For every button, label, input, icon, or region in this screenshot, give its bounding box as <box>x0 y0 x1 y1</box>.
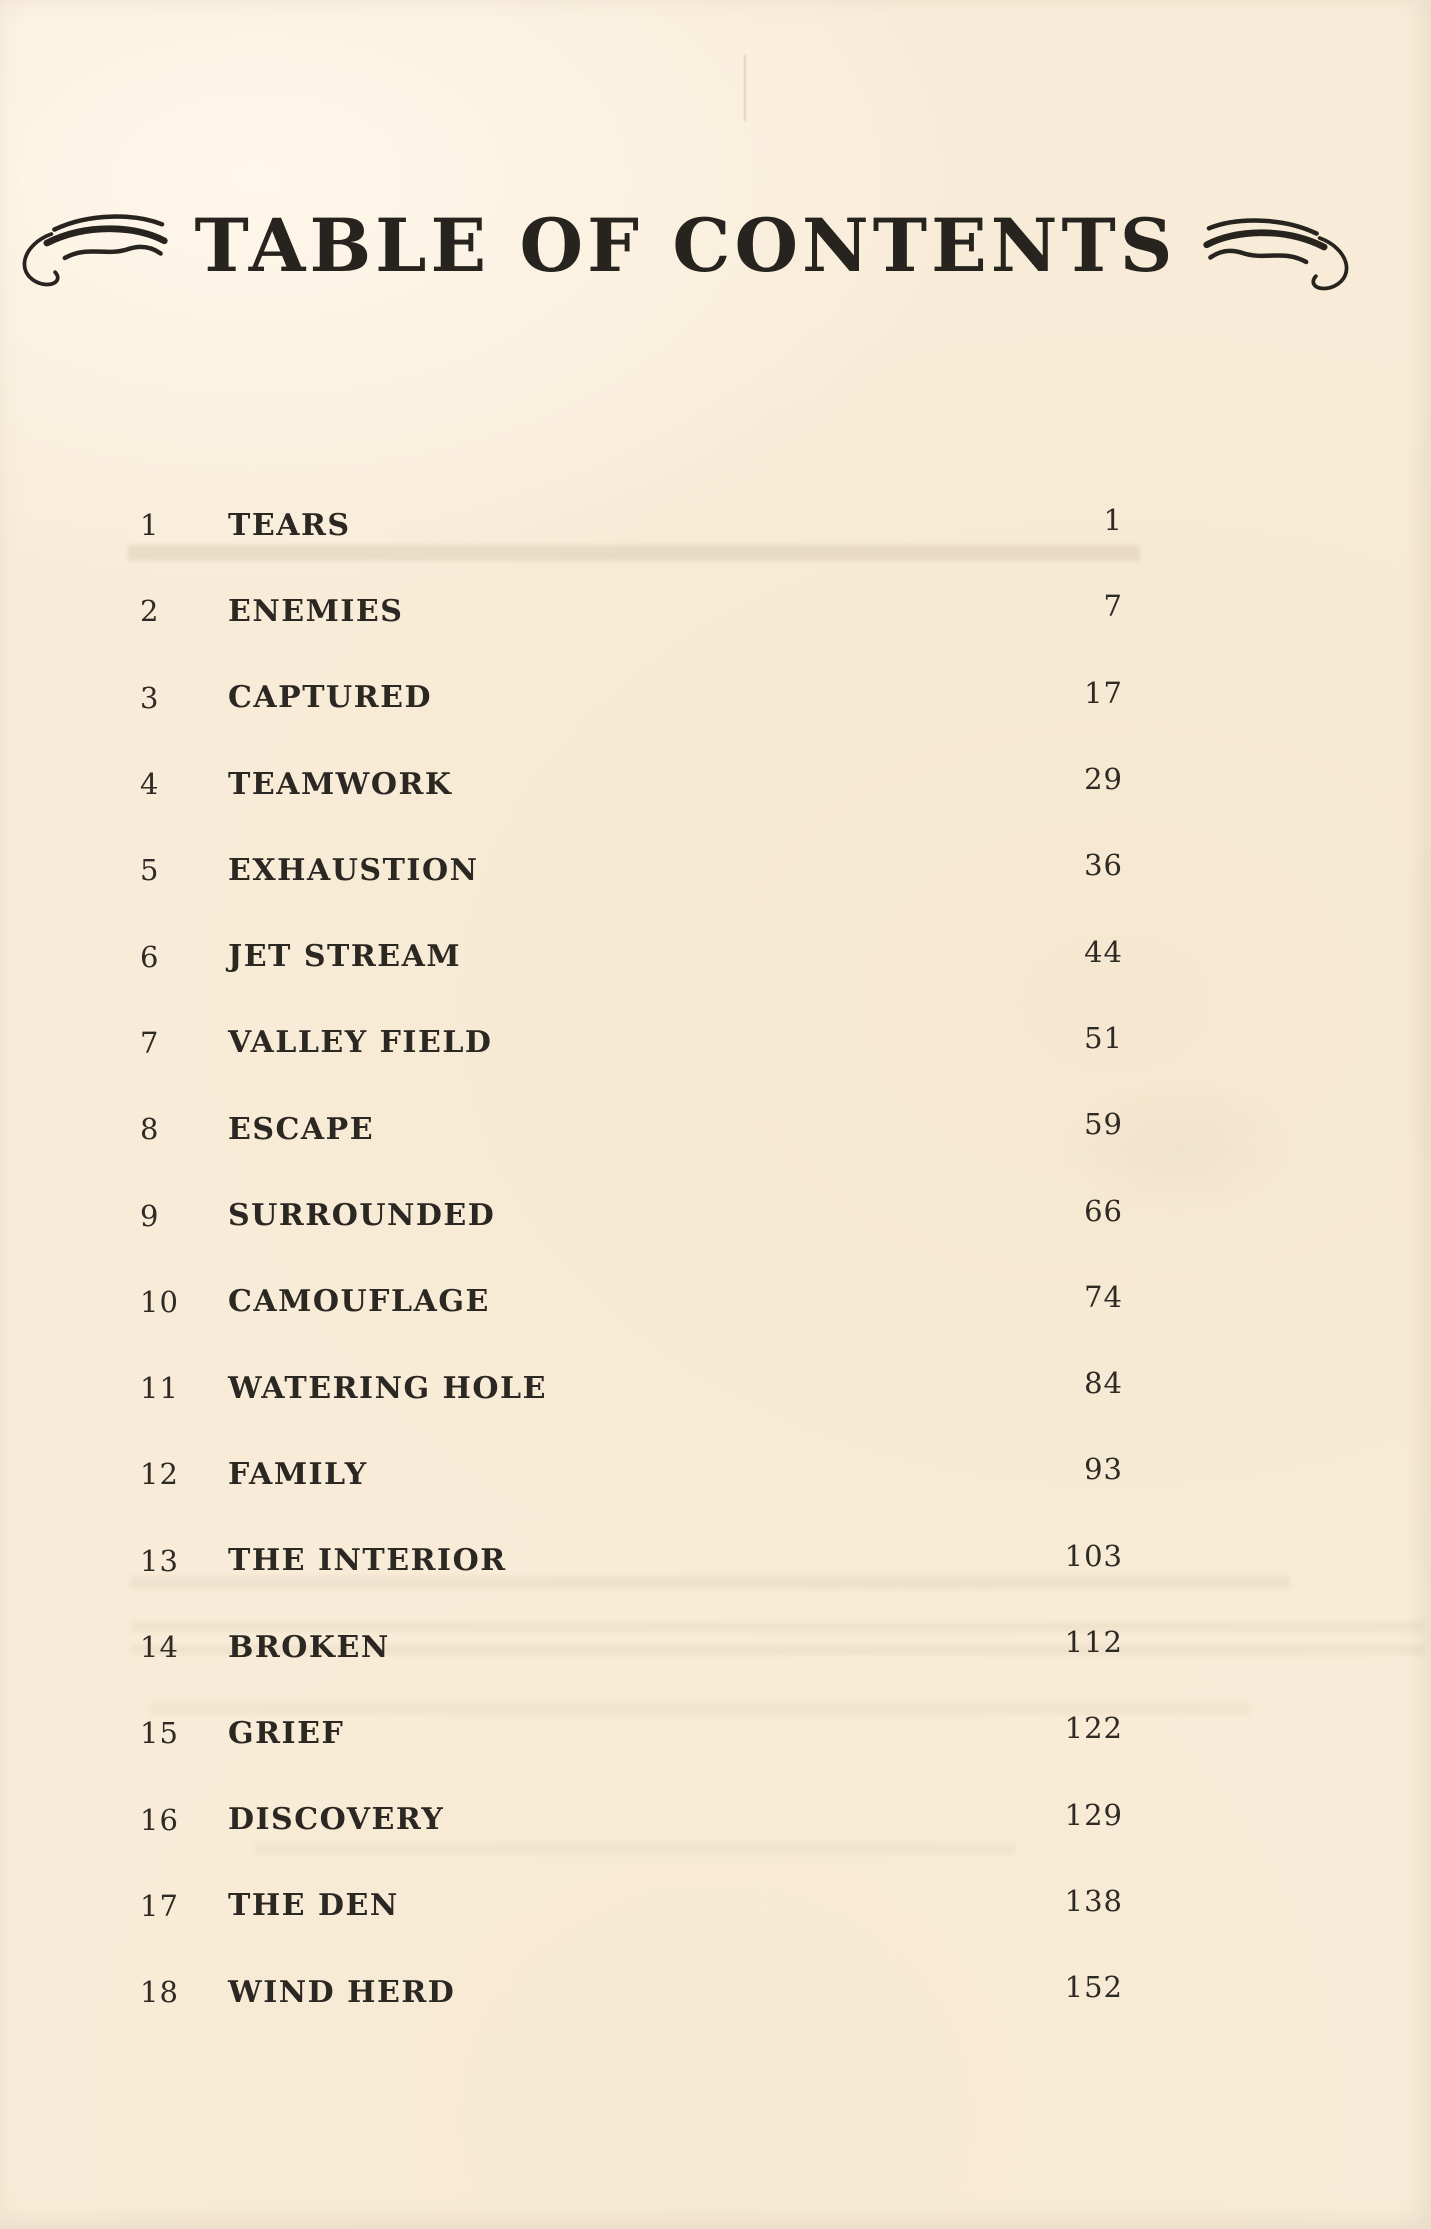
chapter-page-number: 129 <box>1064 1797 1123 1832</box>
chapter-title: THE DEN <box>228 1888 399 1924</box>
toc-list: 1 TEARS 1 2 ENEMIES 7 3 CAPTURED 17 4 TEAMWORK 29 5 E… <box>140 482 1123 2035</box>
chapter-title: TEAMWORK <box>228 766 453 802</box>
chapter-page-number: 17 <box>1084 675 1123 710</box>
chapter-title: WATERING HOLE <box>228 1370 547 1406</box>
chapter-page-number: 138 <box>1064 1883 1123 1918</box>
page-title: TABLE OF CONTENTS <box>194 203 1177 289</box>
toc-row: 11 WATERING HOLE 84 <box>140 1345 1123 1431</box>
chapter-page-number: 36 <box>1084 848 1123 883</box>
chapter-title: TEARS <box>228 507 351 543</box>
chapter-number: 9 <box>140 1198 160 1233</box>
toc-row: 4 TEAMWORK 29 <box>140 741 1123 827</box>
toc-row: 7 VALLEY FIELD 51 <box>140 1000 1123 1086</box>
chapter-page-number: 103 <box>1064 1538 1123 1573</box>
chapter-title: WIND HERD <box>228 1974 456 2010</box>
toc-row: 1 TEARS 1 <box>140 482 1123 568</box>
chapter-number: 13 <box>140 1543 179 1578</box>
chapter-number: 3 <box>140 680 160 715</box>
chapter-page-number: 112 <box>1064 1625 1123 1659</box>
chapter-title: EXHAUSTION <box>228 852 479 888</box>
toc-row: 12 FAMILY 93 <box>140 1431 1123 1517</box>
chapter-number: 8 <box>140 1112 160 1147</box>
toc-row: 5 EXHAUSTION 36 <box>140 827 1123 913</box>
flourish-left-icon <box>8 204 180 300</box>
chapter-title: ENEMIES <box>228 593 404 629</box>
chapter-page-number: 51 <box>1084 1020 1123 1055</box>
chapter-title: CAMOUFLAGE <box>228 1284 490 1320</box>
chapter-number: 7 <box>140 1025 160 1060</box>
chapter-title: ESCAPE <box>228 1111 375 1147</box>
chapter-title: DISCOVERY <box>228 1802 445 1838</box>
toc-row: 10 CAMOUFLAGE 74 <box>140 1259 1123 1345</box>
toc-row: 17 THE DEN 138 <box>140 1863 1123 1949</box>
chapter-number: 14 <box>140 1630 179 1664</box>
chapter-title: BROKEN <box>228 1629 390 1665</box>
toc-row: 13 THE INTERIOR 103 <box>140 1518 1123 1604</box>
chapter-page-number: 44 <box>1084 934 1123 969</box>
toc-row: 2 ENEMIES 7 <box>140 568 1123 654</box>
toc-row: 15 GRIEF 122 <box>140 1690 1123 1776</box>
chapter-page-number: 152 <box>1064 1970 1123 2005</box>
chapter-number: 12 <box>140 1457 179 1492</box>
chapter-number: 11 <box>140 1371 179 1406</box>
chapter-number: 10 <box>140 1284 179 1319</box>
chapter-title: FAMILY <box>228 1456 368 1492</box>
chapter-title: THE INTERIOR <box>228 1543 507 1579</box>
chapter-number: 6 <box>140 939 160 974</box>
chapter-number: 17 <box>140 1888 179 1923</box>
toc-row: 3 CAPTURED 17 <box>140 655 1123 741</box>
chapter-page-number: 7 <box>1103 589 1123 624</box>
chapter-page-number: 29 <box>1084 762 1123 797</box>
chapter-number: 1 <box>140 508 160 543</box>
chapter-page-number: 66 <box>1084 1193 1123 1228</box>
chapter-page-number: 122 <box>1064 1711 1123 1746</box>
chapter-page-number: 74 <box>1084 1279 1123 1314</box>
toc-row: 18 WIND HERD 152 <box>140 1949 1123 2035</box>
chapter-number: 16 <box>140 1802 179 1837</box>
chapter-number: 5 <box>140 853 160 888</box>
toc-header: TABLE OF CONTENTS <box>0 198 1401 294</box>
chapter-page-number: 84 <box>1084 1366 1123 1401</box>
toc-row: 8 ESCAPE 59 <box>140 1086 1123 1172</box>
toc-row: 9 SURROUNDED 66 <box>140 1172 1123 1258</box>
toc-row: 16 DISCOVERY 129 <box>140 1776 1123 1862</box>
chapter-number: 15 <box>140 1716 179 1751</box>
chapter-page-number: 1 <box>1103 503 1123 538</box>
scan-line-artifact <box>744 55 746 121</box>
toc-row: 6 JET STREAM 44 <box>140 913 1123 999</box>
chapter-page-number: 59 <box>1084 1107 1123 1142</box>
chapter-page-number: 93 <box>1084 1452 1123 1487</box>
chapter-title: SURROUNDED <box>228 1198 496 1234</box>
chapter-title: GRIEF <box>228 1715 345 1751</box>
flourish-right-icon <box>1191 208 1363 304</box>
chapter-number: 18 <box>140 1975 179 2010</box>
chapter-number: 2 <box>140 594 160 629</box>
chapter-title: CAPTURED <box>228 680 433 716</box>
chapter-number: 4 <box>140 767 160 802</box>
toc-row: 14 BROKEN 112 <box>140 1604 1123 1690</box>
chapter-title: JET STREAM <box>228 939 462 975</box>
chapter-title: VALLEY FIELD <box>228 1025 493 1061</box>
